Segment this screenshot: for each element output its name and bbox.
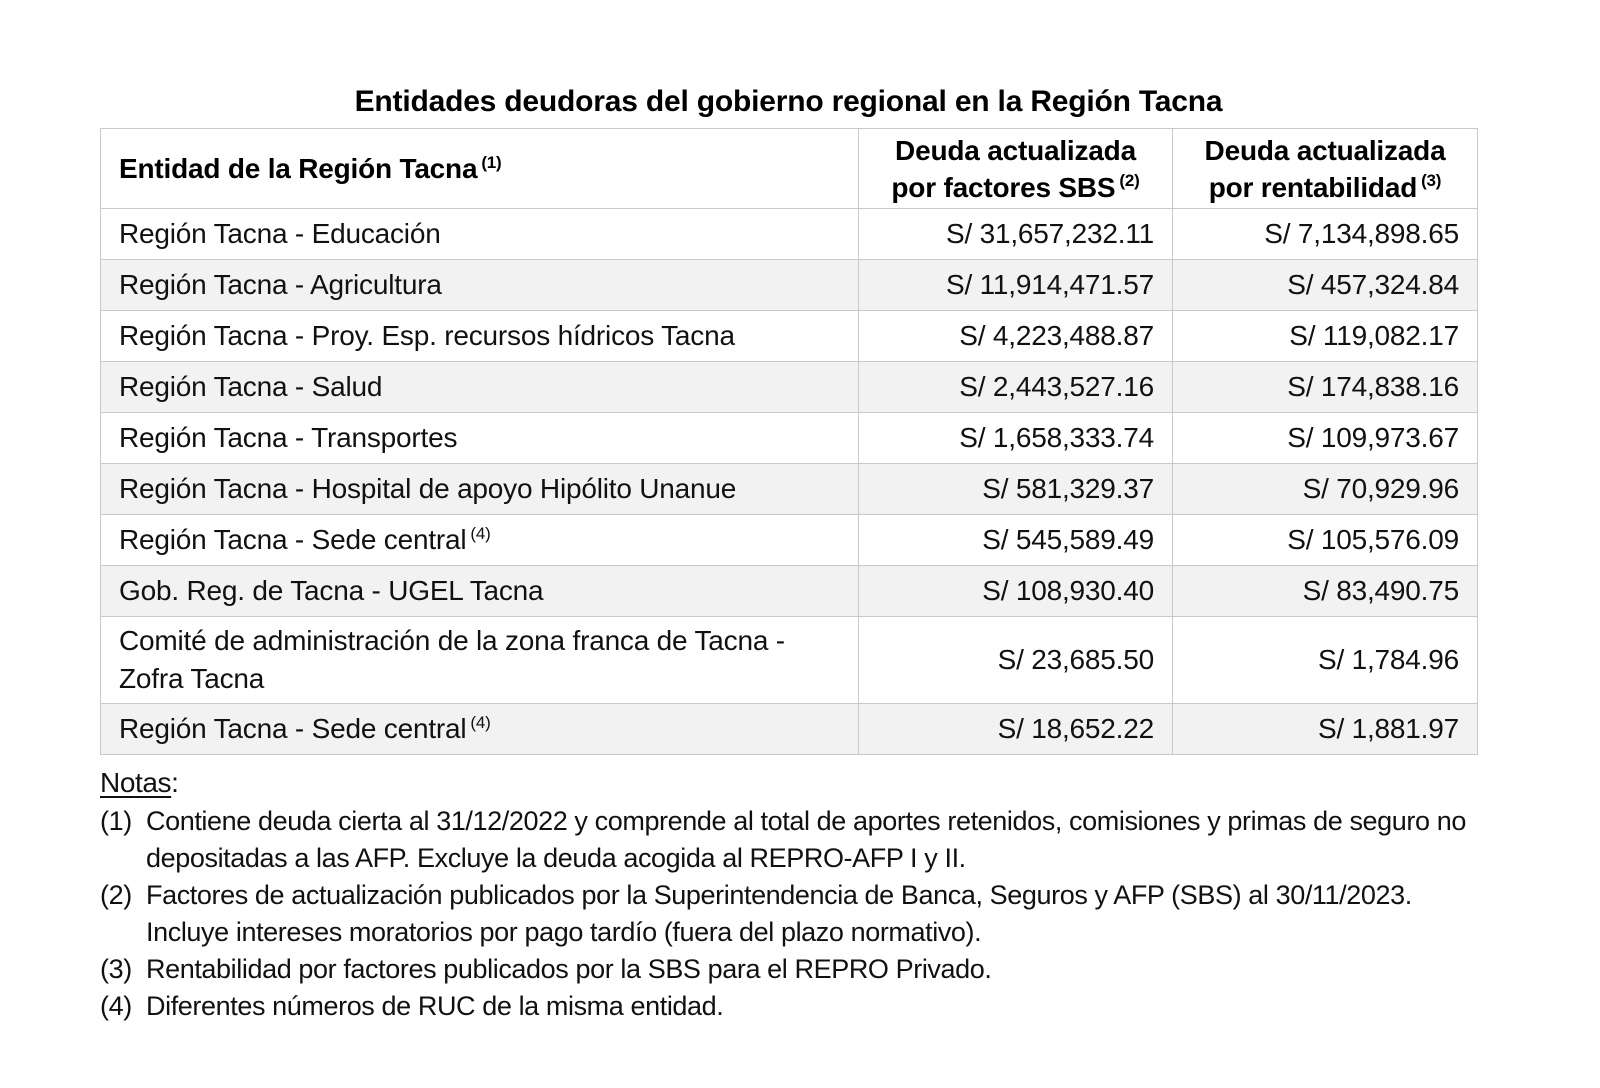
note-text: Rentabilidad por factores publicados por…: [146, 954, 992, 984]
deuda-sbs-cell: S/ 18,652.22: [858, 703, 1173, 755]
header-deuda-sbs: Deuda actualizada por factores SBS (2): [858, 128, 1173, 209]
deuda-rentabilidad-cell: S/ 70,929.96: [1172, 463, 1478, 515]
notes-heading: Notas:: [100, 764, 1477, 802]
deuda-sbs-cell: S/ 31,657,232.11: [858, 208, 1173, 260]
deuda-sbs-cell: S/ 108,930.40: [858, 565, 1173, 617]
entity-cell: Región Tacna - Salud: [100, 361, 859, 413]
entity-cell: Región Tacna - Sede central (4): [100, 514, 859, 566]
debt-table: Entidad de la Región Tacna (1) Deuda actu…: [100, 128, 1478, 755]
deuda-sbs-cell: S/ 2,443,527.16: [858, 361, 1173, 413]
notes-heading-text: Notas: [100, 767, 172, 798]
entity-cell: Región Tacna - Educación: [100, 208, 859, 260]
table-row: Región Tacna - Sede central (4) S/ 18,652…: [100, 703, 1478, 755]
table-row: Región Tacna - Hospital de apoyo Hipólit…: [100, 463, 1478, 515]
table-row: Región Tacna - Agricultura S/ 11,914,471…: [100, 259, 1478, 311]
entity-cell: Región Tacna - Proy. Esp. recursos hídri…: [100, 310, 859, 362]
entity-name: Región Tacna - Sede central: [119, 524, 467, 555]
page-title: Entidades deudoras del gobierno regional…: [354, 85, 1223, 118]
entity-name: Comité de administración de la zona fran…: [119, 625, 785, 694]
entity-cell: Región Tacna - Sede central (4): [100, 703, 859, 755]
entity-cell: Comité de administración de la zona fran…: [100, 616, 859, 704]
table-row: Región Tacna - Proy. Esp. recursos hídri…: [100, 310, 1478, 362]
deuda-sbs-cell: S/ 4,223,488.87: [858, 310, 1173, 362]
entity-name: Región Tacna - Sede central: [119, 713, 467, 744]
entity-name: Región Tacna - Hospital de apoyo Hipólit…: [119, 473, 737, 504]
table-row: Región Tacna - Salud S/ 2,443,527.16 S/ …: [100, 361, 1478, 413]
note-item: (3) Rentabilidad por factores publicados…: [100, 951, 1477, 988]
table-row: Gob. Reg. de Tacna - UGEL Tacna S/ 108,9…: [100, 565, 1478, 617]
table-body: Región Tacna - Educación S/ 31,657,232.1…: [100, 208, 1478, 755]
deuda-rentabilidad-cell: S/ 105,576.09: [1172, 514, 1478, 566]
entity-name: Gob. Reg. de Tacna - UGEL Tacna: [119, 575, 544, 606]
header-rent-line1: Deuda actualizada: [1204, 134, 1446, 166]
note-number: (4): [100, 991, 132, 1021]
deuda-sbs-cell: S/ 581,329.37: [858, 463, 1173, 515]
table-row: Región Tacna - Educación S/ 31,657,232.1…: [100, 208, 1478, 260]
deuda-rentabilidad-cell: S/ 457,324.84: [1172, 259, 1478, 311]
deuda-rentabilidad-cell: S/ 174,838.16: [1172, 361, 1478, 413]
deuda-rentabilidad-cell: S/ 1,881.97: [1172, 703, 1478, 755]
document-page: Entidades deudoras del gobierno regional…: [100, 84, 1478, 1025]
note-item: (4) Diferentes números de RUC de la mism…: [100, 988, 1477, 1025]
deuda-sbs-cell: S/ 11,914,471.57: [858, 259, 1173, 311]
header-entity-footnote-ref: (1): [481, 152, 502, 172]
note-number: (3): [100, 954, 132, 984]
header-row: Entidad de la Región Tacna (1) Deuda actu…: [100, 128, 1478, 209]
header-sbs-footnote-ref: (2): [1119, 171, 1140, 191]
entity-name: Región Tacna - Proy. Esp. recursos hídri…: [119, 320, 735, 351]
table-header: Entidad de la Región Tacna (1) Deuda actu…: [100, 128, 1478, 209]
header-entity: Entidad de la Región Tacna (1): [100, 128, 859, 209]
notes-heading-colon: :: [171, 767, 179, 798]
header-deuda-rentabilidad: Deuda actualizada por rentabilidad (3): [1172, 128, 1478, 209]
table-row: Región Tacna - Transportes S/ 1,658,333.…: [100, 412, 1478, 464]
note-item: (1) Contiene deuda cierta al 31/12/2022 …: [100, 803, 1477, 877]
deuda-rentabilidad-cell: S/ 83,490.75: [1172, 565, 1478, 617]
note-text: Factores de actualización publicados por…: [146, 880, 1412, 947]
note-text: Diferentes números de RUC de la misma en…: [146, 991, 724, 1021]
header-sbs-line1: Deuda actualizada: [895, 134, 1136, 166]
header-rent-line2: por rentabilidad: [1208, 171, 1418, 203]
note-number: (1): [100, 806, 132, 836]
deuda-sbs-cell: S/ 23,685.50: [858, 616, 1173, 704]
entity-cell: Gob. Reg. de Tacna - UGEL Tacna: [100, 565, 859, 617]
deuda-rentabilidad-cell: S/ 119,082.17: [1172, 310, 1478, 362]
note-item: (2) Factores de actualización publicados…: [100, 877, 1477, 951]
entity-footnote-ref: (4): [470, 523, 491, 543]
entity-name: Región Tacna - Educación: [119, 218, 441, 249]
header-sbs-line2: por factores SBS: [891, 171, 1116, 203]
deuda-rentabilidad-cell: S/ 7,134,898.65: [1172, 208, 1478, 260]
entity-cell: Región Tacna - Agricultura: [100, 259, 859, 311]
entity-name: Región Tacna - Transportes: [119, 422, 458, 453]
note-text: Contiene deuda cierta al 31/12/2022 y co…: [146, 806, 1466, 873]
notes-section: Notas: (1) Contiene deuda cierta al 31/1…: [100, 764, 1477, 1025]
notes-list: (1) Contiene deuda cierta al 31/12/2022 …: [100, 803, 1477, 1025]
entity-cell: Región Tacna - Transportes: [100, 412, 859, 464]
deuda-sbs-cell: S/ 545,589.49: [858, 514, 1173, 566]
deuda-rentabilidad-cell: S/ 1,784.96: [1172, 616, 1478, 704]
deuda-rentabilidad-cell: S/ 109,973.67: [1172, 412, 1478, 464]
entity-name: Región Tacna - Salud: [119, 371, 383, 402]
entity-name: Región Tacna - Agricultura: [119, 269, 442, 300]
table-row: Comité de administración de la zona fran…: [100, 616, 1478, 704]
table-row: Región Tacna - Sede central (4) S/ 545,58…: [100, 514, 1478, 566]
deuda-sbs-cell: S/ 1,658,333.74: [858, 412, 1173, 464]
header-rent-footnote-ref: (3): [1421, 171, 1442, 191]
entity-footnote-ref: (4): [470, 712, 491, 732]
entity-cell: Región Tacna - Hospital de apoyo Hipólit…: [100, 463, 859, 515]
note-number: (2): [100, 880, 132, 910]
header-entity-label: Entidad de la Región Tacna: [119, 153, 478, 184]
